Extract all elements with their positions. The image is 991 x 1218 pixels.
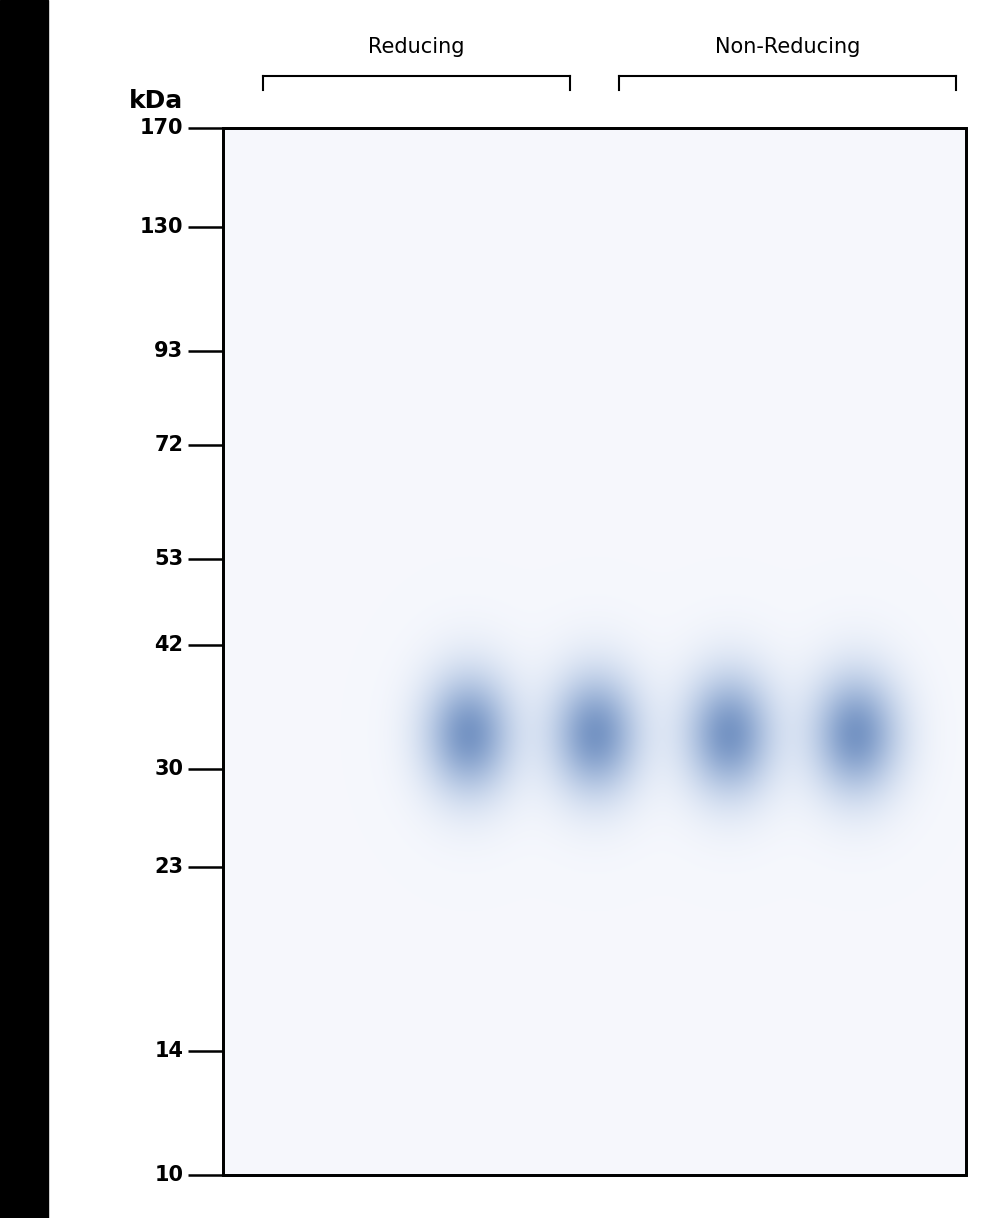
Bar — [223, 128, 966, 1175]
Text: 72: 72 — [155, 436, 183, 456]
Bar — [0, 0, 48, 1218]
Bar — [223, 128, 966, 1175]
Text: 42: 42 — [155, 635, 183, 655]
Text: Reducing: Reducing — [368, 38, 465, 57]
Text: 170: 170 — [140, 118, 183, 138]
Text: 53: 53 — [155, 549, 183, 569]
Text: 10: 10 — [155, 1166, 183, 1185]
Text: 130: 130 — [140, 217, 183, 238]
Text: kDa: kDa — [129, 89, 183, 113]
Text: 30: 30 — [155, 759, 183, 780]
Text: 23: 23 — [155, 857, 183, 877]
Text: Non-Reducing: Non-Reducing — [716, 38, 860, 57]
Text: 14: 14 — [155, 1041, 183, 1061]
Text: 93: 93 — [155, 341, 183, 361]
